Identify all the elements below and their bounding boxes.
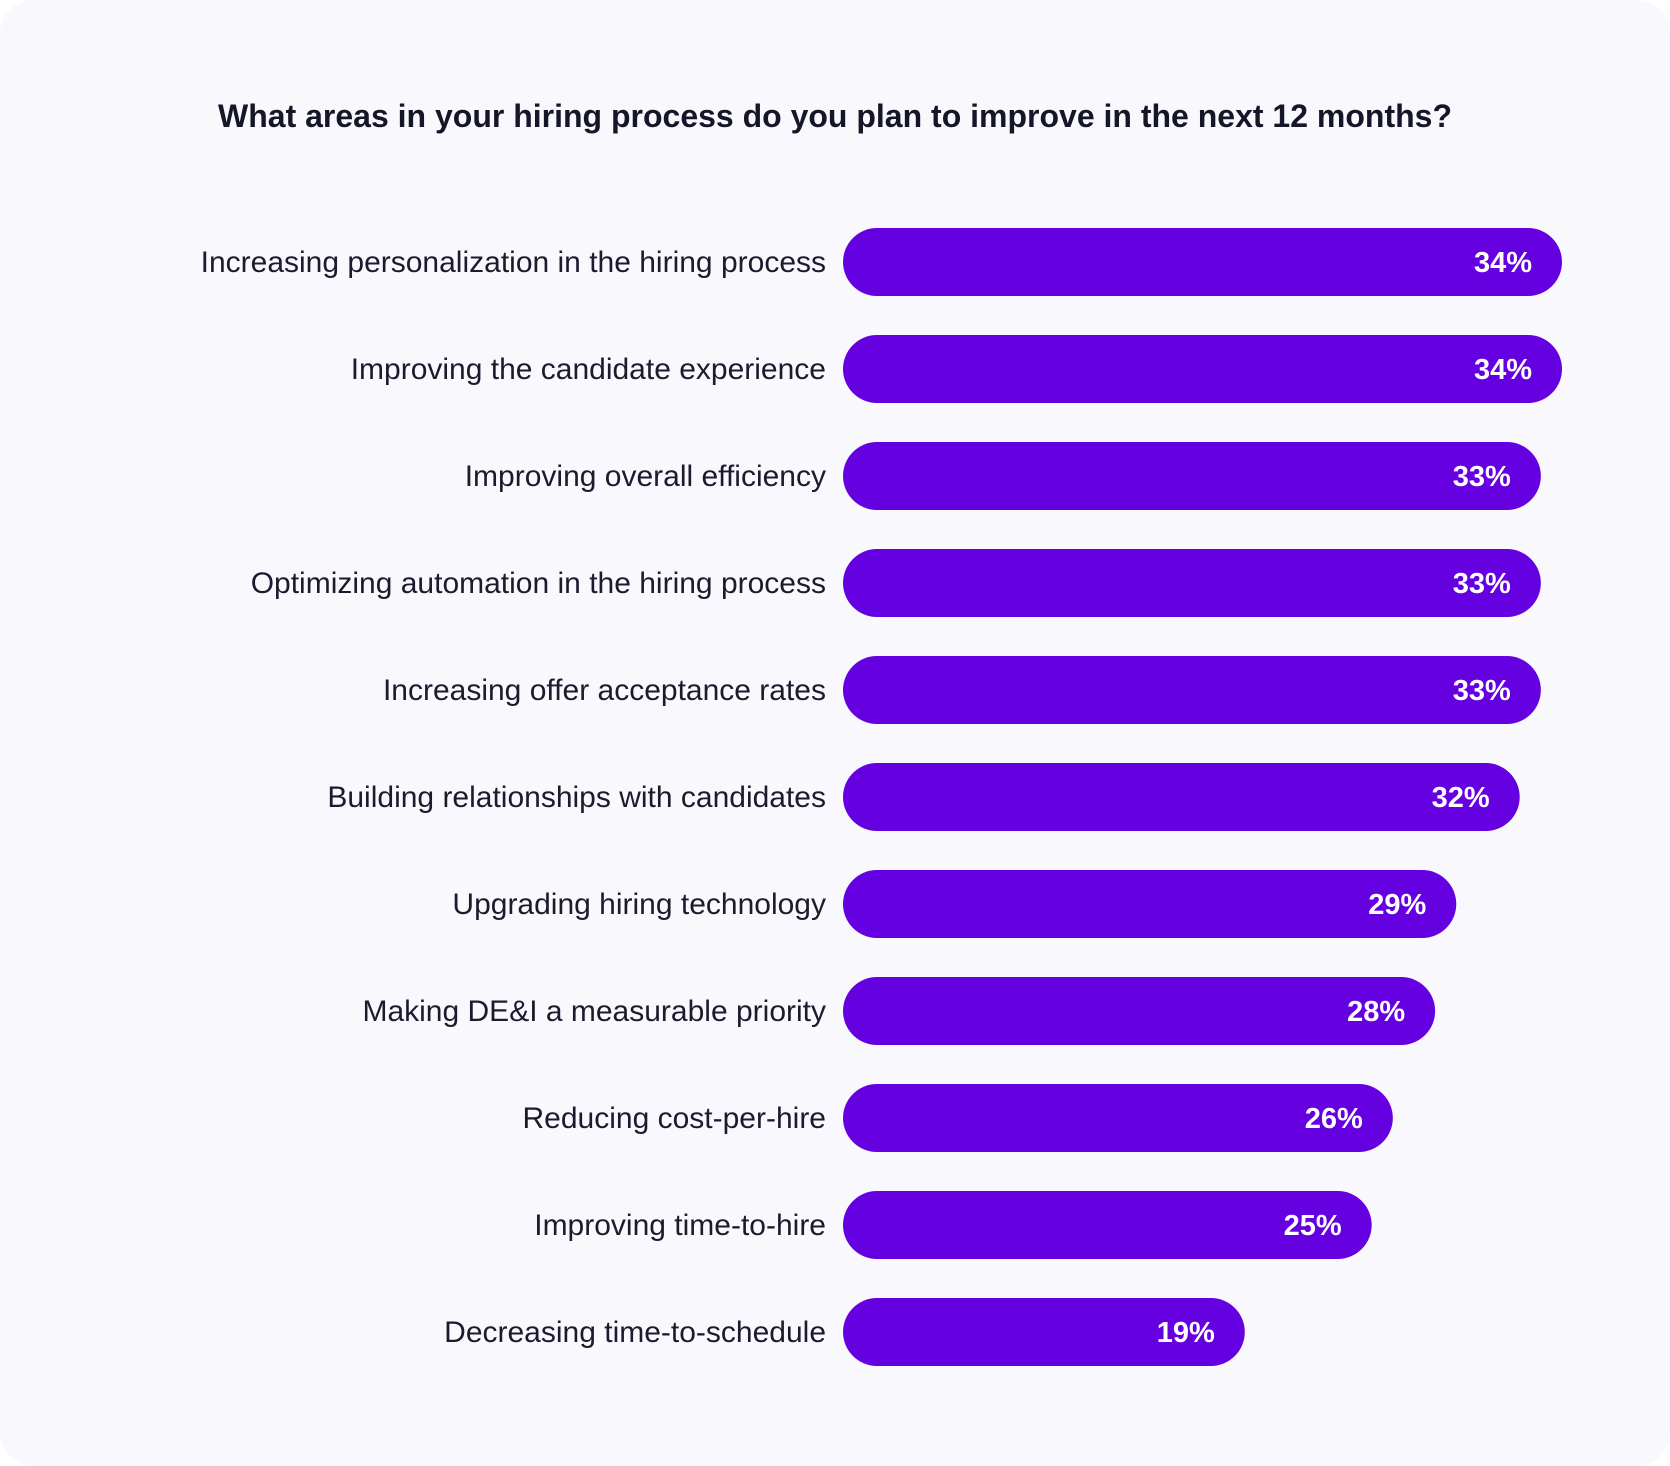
- bar: [843, 870, 1457, 938]
- bar: [843, 763, 1520, 831]
- value-label: 32%: [1432, 782, 1490, 814]
- bar: [843, 228, 1562, 296]
- category-label: Building relationships with candidates: [327, 781, 826, 814]
- category-label: Increasing personalization in the hiring…: [201, 246, 826, 279]
- category-label: Increasing offer acceptance rates: [383, 674, 826, 707]
- category-label: Reducing cost-per-hire: [523, 1102, 826, 1135]
- bar-row: Reducing cost-per-hire 26%: [523, 1084, 1393, 1152]
- chart-title: What areas in your hiring process do you…: [218, 98, 1452, 134]
- bar: [843, 1191, 1372, 1259]
- bar: [843, 442, 1541, 510]
- value-label: 29%: [1368, 889, 1426, 921]
- category-label: Improving the candidate experience: [351, 353, 826, 386]
- value-label: 34%: [1474, 247, 1532, 279]
- value-label: 26%: [1305, 1103, 1363, 1135]
- bar-row: Improving time-to-hire 25%: [534, 1191, 1372, 1259]
- value-label: 25%: [1284, 1210, 1342, 1242]
- value-label: 34%: [1474, 354, 1532, 386]
- value-label: 33%: [1453, 675, 1511, 707]
- bar: [843, 656, 1541, 724]
- bar: [843, 1084, 1393, 1152]
- value-label: 33%: [1453, 568, 1511, 600]
- category-label: Upgrading hiring technology: [452, 888, 826, 921]
- bar-row: Making DE&I a measurable priority 28%: [362, 977, 1436, 1045]
- category-label: Making DE&I a measurable priority: [362, 995, 826, 1028]
- category-label: Optimizing automation in the hiring proc…: [251, 567, 826, 600]
- bar-row: Decreasing time-to-schedule 19%: [444, 1298, 1245, 1366]
- bar-row: Improving overall efficiency 33%: [465, 442, 1541, 510]
- bar-row: Building relationships with candidates 32…: [327, 763, 1520, 831]
- bar-row: Optimizing automation in the hiring proc…: [251, 549, 1541, 617]
- bar: [843, 1298, 1245, 1366]
- bar-row: Increasing personalization in the hiring…: [201, 228, 1562, 296]
- bar-row: Increasing offer acceptance rates 33%: [383, 656, 1541, 724]
- bar: [843, 335, 1562, 403]
- value-label: 28%: [1347, 996, 1405, 1028]
- value-label: 33%: [1453, 461, 1511, 493]
- bar-row: Improving the candidate experience 34%: [351, 335, 1562, 403]
- category-label: Decreasing time-to-schedule: [444, 1316, 826, 1349]
- bar-row: Upgrading hiring technology 29%: [452, 870, 1457, 938]
- bar: [843, 977, 1436, 1045]
- category-label: Improving overall efficiency: [465, 460, 826, 493]
- category-label: Improving time-to-hire: [534, 1209, 826, 1242]
- bar: [843, 549, 1541, 617]
- value-label: 19%: [1157, 1317, 1215, 1349]
